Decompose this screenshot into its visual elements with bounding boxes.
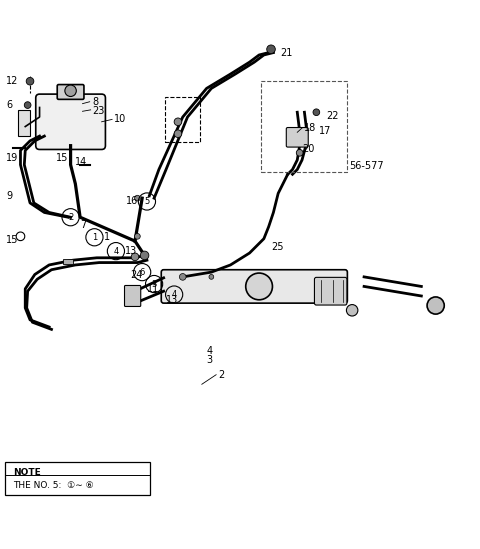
Circle shape [296,149,303,156]
Text: 9: 9 [6,191,12,201]
Text: 22: 22 [326,110,338,121]
Circle shape [427,297,444,314]
Text: 3: 3 [206,355,213,366]
Text: 3: 3 [151,279,157,289]
Circle shape [24,102,31,108]
Circle shape [209,274,214,279]
Circle shape [131,253,139,261]
Circle shape [347,305,358,316]
Text: 18: 18 [304,123,317,133]
Text: NOTE: NOTE [13,468,41,477]
Text: 13: 13 [124,246,137,256]
FancyBboxPatch shape [124,285,141,306]
Text: 7: 7 [80,220,86,231]
FancyBboxPatch shape [36,94,106,149]
Text: 21: 21 [281,48,293,58]
Circle shape [174,130,182,138]
Text: 2: 2 [218,369,225,380]
FancyBboxPatch shape [63,259,73,265]
Text: 16: 16 [125,197,138,206]
Text: 25: 25 [271,242,284,252]
Circle shape [65,85,76,97]
Text: 4: 4 [113,247,119,256]
Text: 8: 8 [92,97,98,107]
Text: 19: 19 [6,153,18,163]
FancyBboxPatch shape [161,270,348,303]
Text: 5: 5 [144,197,150,206]
Text: 4: 4 [171,290,177,299]
Text: 1: 1 [104,232,110,242]
Circle shape [174,118,182,126]
Circle shape [267,45,276,54]
Text: 11: 11 [147,284,159,294]
Text: 56-577: 56-577 [349,161,384,171]
Text: 15: 15 [56,153,69,163]
Text: 6: 6 [140,267,145,277]
Circle shape [140,251,149,260]
FancyBboxPatch shape [286,127,308,147]
Text: 23: 23 [92,106,105,116]
Text: 6: 6 [6,100,12,110]
Text: 1: 1 [92,233,97,242]
Circle shape [180,273,186,280]
FancyBboxPatch shape [18,110,30,136]
FancyBboxPatch shape [57,85,84,99]
Text: 10: 10 [114,114,126,125]
Circle shape [134,195,140,201]
Circle shape [26,77,34,85]
Circle shape [313,109,320,116]
Text: 4: 4 [206,346,213,356]
Text: 12: 12 [6,76,19,86]
Circle shape [134,233,140,239]
FancyBboxPatch shape [314,277,347,305]
Text: 24: 24 [130,271,143,281]
Text: THE NO. 5:  ①∼ ⑥: THE NO. 5: ①∼ ⑥ [13,481,94,490]
Text: 15: 15 [6,235,19,245]
Circle shape [246,273,273,300]
Text: 2: 2 [68,212,73,222]
Text: 20: 20 [302,144,314,154]
Text: 13: 13 [166,295,178,305]
Text: 14: 14 [75,158,88,167]
Text: 17: 17 [319,126,331,136]
